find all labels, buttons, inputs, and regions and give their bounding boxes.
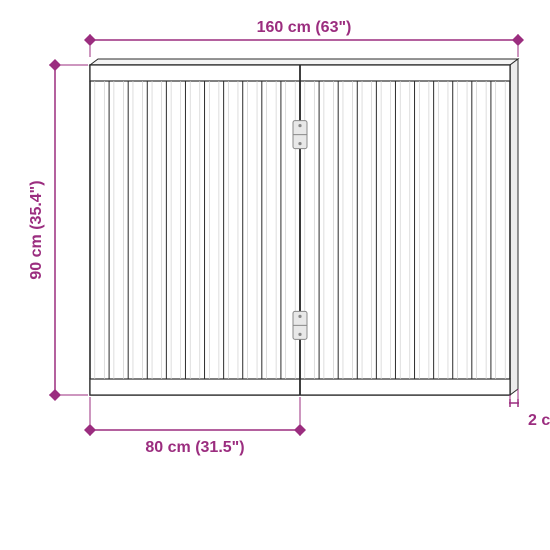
hinge [293, 121, 307, 149]
gate-diagram [90, 59, 518, 395]
dimension-label: 2 cm (0.8") [528, 412, 550, 429]
dimension-label: 90 cm (35.4") [28, 180, 45, 279]
dimension-label: 160 cm (63") [257, 19, 352, 36]
dimension-label: 80 cm (31.5") [145, 439, 244, 456]
hinge [293, 311, 307, 339]
